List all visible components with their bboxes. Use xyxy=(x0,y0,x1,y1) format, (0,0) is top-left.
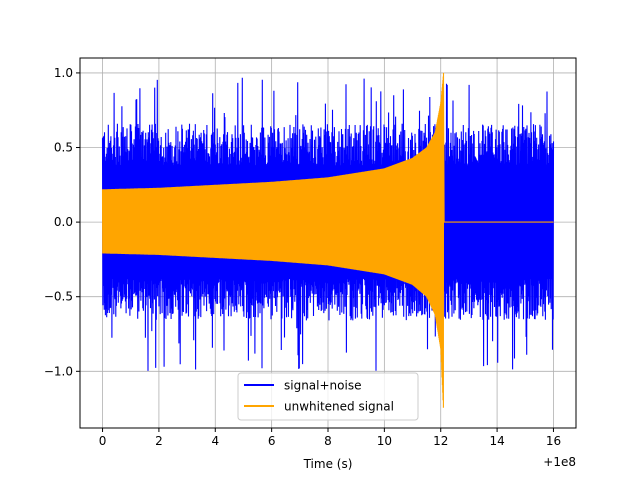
y-tick-label: 1.0 xyxy=(54,66,73,80)
tick-layer: 0 2 4 6 8 10 12 14 16 1.0 0.5 0.0 −0.5 −1.0 xyxy=(44,66,561,448)
x-axis-label: Time (s) xyxy=(303,457,353,471)
y-tick-label: −1.0 xyxy=(44,364,73,378)
x-tick-label: 14 xyxy=(489,434,504,448)
legend-label-signal-noise: signal+noise xyxy=(284,379,361,393)
y-tick-label: 0.5 xyxy=(54,141,73,155)
y-tick-label: 0.0 xyxy=(54,215,73,229)
series-unwhitened-signal-line xyxy=(101,72,554,408)
x-tick-label: 10 xyxy=(377,434,392,448)
x-tick-label: 4 xyxy=(211,434,219,448)
x-tick-label: 6 xyxy=(268,434,276,448)
legend-label-unwhitened-signal: unwhitened signal xyxy=(284,400,394,414)
x-tick-label: 12 xyxy=(433,434,448,448)
x-tick-label: 0 xyxy=(99,434,107,448)
x-tick-label: 16 xyxy=(546,434,561,448)
legend-box xyxy=(237,372,419,421)
data-layer xyxy=(101,72,555,408)
x-tick-label: 2 xyxy=(155,434,163,448)
y-tick-label: −0.5 xyxy=(44,290,73,304)
x-tick-label: 8 xyxy=(324,434,332,448)
x-offset-label: +1e8 xyxy=(543,455,576,469)
legend: signal+noise unwhitened signal xyxy=(237,372,419,421)
